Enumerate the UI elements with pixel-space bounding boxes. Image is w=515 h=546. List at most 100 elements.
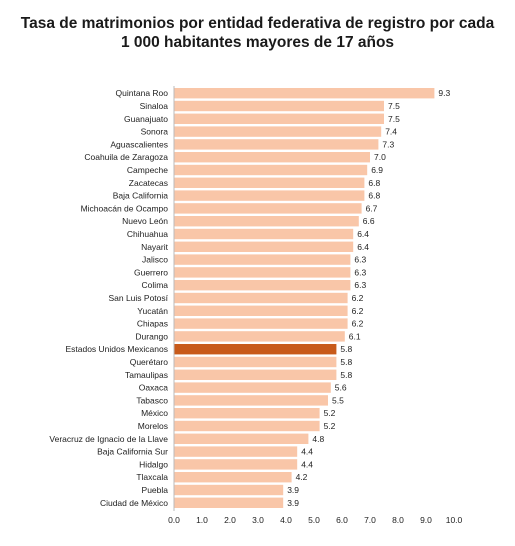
value-label-guerrero: 6.3	[354, 267, 366, 277]
x-tick-label: 6.0	[336, 515, 348, 525]
category-label-baja-california: Baja California	[113, 191, 169, 201]
value-label-morelos: 5.2	[324, 421, 336, 431]
bar-queretaro	[174, 356, 337, 368]
category-label-puebla: Puebla	[142, 485, 169, 495]
bar-quintana-roo	[174, 88, 435, 99]
chart-title-line-1: Tasa de matrimonios por entidad federati…	[20, 15, 495, 32]
category-label-tamaulipas: Tamaulipas	[125, 370, 168, 380]
x-axis-ticks: 0.0 1.0 2.0 3.0 4.0 5.0 6.0 7.0 8.0 9.0 10.0	[168, 515, 462, 525]
value-label-michoacan-de-ocampo: 6.7	[366, 203, 378, 213]
value-label-estados-unidos-mexicanos: 5.8	[340, 344, 352, 354]
chart-title-line-2: 1 000 habitantes mayores de 17 años	[120, 34, 395, 51]
x-tick-label: 8.0	[392, 515, 404, 525]
bar-baja-california	[174, 190, 365, 201]
category-labels: Quintana Roo Sinaloa Guanajuato Sonora Aguas…	[49, 88, 168, 508]
bar-sonora	[174, 126, 382, 137]
category-label-yucatan: Yucatán	[137, 306, 168, 316]
value-label-veracruz-de-ignacio-de-la-llave: 4.8	[312, 434, 324, 444]
value-label-sinaloa: 7.5	[388, 101, 400, 111]
bar-sinaloa	[174, 100, 384, 112]
chart-title: Tasa de matrimonios por entidad federati…	[0, 14, 515, 52]
category-label-chihuahua: Chihuahua	[127, 229, 168, 239]
bar-ciudad-de-mexico	[174, 497, 284, 508]
bar-yucatan	[174, 305, 348, 316]
bar-san-luis-potosi	[174, 292, 348, 304]
bar-coahuila-de-zaragoza	[174, 152, 370, 163]
category-label-queretaro: Querétaro	[130, 357, 169, 367]
value-label-chihuahua: 6.4	[357, 229, 369, 239]
category-label-jalisco: Jalisco	[142, 255, 168, 265]
category-label-tlaxcala: Tlaxcala	[136, 472, 168, 482]
x-tick-label: 0.0	[168, 515, 180, 525]
bar-mexico	[174, 408, 320, 419]
category-label-veracruz-de-ignacio-de-la-llave: Veracruz de Ignacio de la Llave	[49, 434, 168, 444]
category-label-aguascalientes: Aguascalientes	[110, 139, 168, 149]
value-label-tlaxcala: 4.2	[296, 472, 308, 482]
bar-veracruz-de-ignacio-de-la-llave	[174, 433, 309, 444]
value-label-chiapas: 6.2	[352, 319, 364, 329]
value-label-yucatan: 6.2	[352, 306, 364, 316]
value-label-jalisco: 6.3	[354, 255, 366, 265]
bar-durango	[174, 331, 345, 342]
category-label-quintana-roo: Quintana Roo	[116, 88, 169, 98]
category-label-tabasco: Tabasco	[136, 395, 168, 405]
value-label-tamaulipas: 5.8	[340, 370, 352, 380]
bar-colima	[174, 280, 351, 291]
value-label-ciudad-de-mexico: 3.9	[287, 498, 299, 508]
bars-group	[174, 88, 435, 508]
value-label-guanajuato: 7.5	[388, 114, 400, 124]
category-label-guanajuato: Guanajuato	[124, 114, 168, 124]
x-tick-label: 7.0	[364, 515, 376, 525]
category-label-colima: Colima	[142, 280, 169, 290]
x-tick-label: 5.0	[308, 515, 320, 525]
value-label-tabasco: 5.5	[332, 395, 344, 405]
bar-chihuahua	[174, 228, 354, 240]
category-label-campeche: Campeche	[127, 165, 168, 175]
value-label-quintana-roo: 9.3	[438, 88, 450, 98]
value-label-baja-california: 6.8	[368, 191, 380, 201]
value-label-zacatecas: 6.8	[368, 178, 380, 188]
value-label-durango: 6.1	[349, 331, 361, 341]
value-label-colima: 6.3	[354, 280, 366, 290]
category-label-nayarit: Nayarit	[141, 242, 169, 252]
value-label-nayarit: 6.4	[357, 242, 369, 252]
x-tick-label: 3.0	[252, 515, 264, 525]
category-label-michoacan-de-ocampo: Michoacán de Ocampo	[81, 203, 169, 213]
category-label-ciudad-de-mexico: Ciudad de México	[100, 498, 168, 508]
bar-oaxaca	[174, 382, 331, 393]
value-label-baja-california-sur: 4.4	[301, 447, 313, 457]
value-label-nuevo-leon: 6.6	[363, 216, 375, 226]
value-label-campeche: 6.9	[371, 165, 383, 175]
value-label-oaxaca: 5.6	[335, 383, 347, 393]
category-label-mexico: México	[141, 408, 168, 418]
value-label-mexico: 5.2	[324, 408, 336, 418]
x-tick-label: 1.0	[196, 515, 208, 525]
bar-tamaulipas	[174, 369, 337, 380]
bar-nayarit	[174, 241, 354, 252]
x-tick-label: 10.0	[446, 515, 463, 525]
value-label-hidalgo: 4.4	[301, 459, 313, 469]
category-label-durango: Durango	[135, 331, 168, 341]
category-label-zacatecas: Zacatecas	[129, 178, 168, 188]
x-tick-label: 4.0	[280, 515, 292, 525]
bar-michoacan-de-ocampo	[174, 203, 362, 214]
category-label-morelos: Morelos	[138, 421, 168, 431]
bar-guerrero	[174, 267, 351, 278]
value-label-queretaro: 5.8	[340, 357, 352, 367]
category-label-guerrero: Guerrero	[134, 267, 168, 277]
value-label-aguascalientes: 7.3	[382, 139, 394, 149]
bar-zacatecas	[174, 177, 365, 188]
x-tick-label: 9.0	[420, 515, 432, 525]
category-label-nuevo-leon: Nuevo León	[122, 216, 168, 226]
value-label-san-luis-potosi: 6.2	[352, 293, 364, 303]
bar-campeche	[174, 164, 368, 176]
category-label-san-luis-potosi: San Luis Potosí	[108, 293, 168, 303]
bar-estados-unidos-mexicanos	[174, 344, 337, 355]
x-tick-label: 2.0	[224, 515, 236, 525]
category-label-hidalgo: Hidalgo	[139, 459, 168, 469]
value-label-puebla: 3.9	[287, 485, 299, 495]
category-label-baja-california-sur: Baja California Sur	[97, 447, 168, 457]
category-label-chiapas: Chiapas	[137, 319, 168, 329]
value-label-sonora: 7.4	[385, 127, 397, 137]
category-label-coahuila-de-zaragoza: Coahuila de Zaragoza	[84, 152, 168, 162]
